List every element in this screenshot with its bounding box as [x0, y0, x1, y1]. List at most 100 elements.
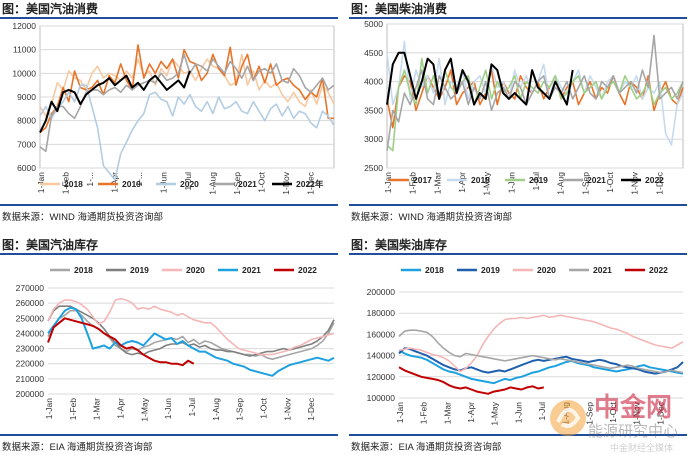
y-tick-label: 8000	[17, 116, 36, 126]
y-tick-label: 3500	[364, 105, 383, 115]
y-tick-label: 200000	[367, 287, 396, 297]
gasoline-consumption-chart: 6000 7000 8000 9000 10000 11000 12000 1-Jan 1-Fe…	[12, 21, 335, 195]
legend-label: 2022	[649, 265, 668, 275]
series-line-2018	[39, 53, 335, 117]
y-tick-label: 240000	[16, 328, 45, 338]
legend-label: 2021	[587, 175, 606, 185]
series-line-2019	[386, 57, 684, 152]
footer-rule	[349, 434, 687, 436]
series-line-2020	[398, 314, 684, 373]
x-tick-label: 1-Sep	[584, 402, 594, 425]
x-tick-label: 1-Jan	[395, 402, 405, 424]
x-tick-label: 1-Dec	[306, 171, 316, 194]
x-tick-label: 1-Sep	[235, 398, 245, 421]
legend-label: 2017	[413, 175, 432, 185]
x-tick-label: 1-Jun	[159, 172, 169, 194]
x-tick-label: 1-Apr	[110, 172, 120, 193]
y-tick-label: 220000	[16, 359, 45, 369]
title-rule	[0, 17, 338, 19]
series-line-2021	[47, 306, 335, 377]
x-tick-label: 1-Sep	[580, 172, 590, 195]
x-tick-label: 1-Dec	[654, 171, 664, 194]
title-rule	[349, 17, 687, 19]
legend-label: 2021	[238, 179, 257, 189]
x-tick-label: 1-Dec	[655, 401, 665, 424]
series-line-2022年	[39, 70, 191, 133]
y-tick-label: 4500	[364, 48, 383, 58]
series-line-2022	[386, 51, 574, 106]
y-tick-label: 10000	[12, 68, 36, 78]
watermark-main: 中金网	[594, 392, 672, 422]
legend-label: 2020	[537, 265, 556, 275]
panel-gasoline-consumption: 图：美国汽油消费 6000 7000 8000 9000 10000 11000 12000…	[0, 0, 340, 228]
x-tick-label: 1-Oct	[605, 171, 615, 192]
x-tick-label: 1-Jun	[506, 172, 516, 194]
x-tick-label: 1-Feb	[408, 172, 418, 194]
y-tick-label: 200000	[16, 389, 45, 399]
legend-label: 2018	[425, 265, 444, 275]
diesel-consumption-chart: 2500 3000 3500 4000 4500 5000 1-Jan 1-Feb 1-Mar 1…	[364, 19, 684, 196]
panel-title: 图：美国柴油库存	[351, 238, 448, 252]
source-note: 数据来源：WIND 海通期货投资咨询部	[2, 212, 163, 223]
x-tick-label: 1-Feb	[61, 172, 71, 194]
watermark-swirl	[556, 408, 581, 428]
legend-label: 2022	[645, 175, 664, 185]
x-tick-label: 1-Oct	[257, 171, 267, 192]
watermark-logo: 中金网 能源研究中心 中金财经全媒体	[550, 392, 678, 453]
legend-label: 2021	[242, 265, 261, 275]
series-line-2022	[47, 317, 195, 367]
legend-label: 2020	[180, 179, 199, 189]
y-tick-label: 210000	[16, 374, 45, 384]
x-tick-label: 1-Nov	[632, 401, 642, 424]
x-tick-label: 1-Jul	[183, 172, 193, 191]
x-tick-label: 1-Apr	[466, 402, 476, 423]
y-tick-label: 6000	[17, 163, 36, 173]
legend-label: 2022年	[296, 179, 324, 189]
series-line-2021	[386, 34, 684, 151]
x-tick-label: 1-Nov	[282, 397, 292, 420]
x-tick-label: 1-Oct	[608, 401, 618, 422]
x-tick-label: 1-Jan	[44, 398, 54, 420]
legend-label: 2019	[130, 265, 149, 275]
x-tick-label: 1-Apr	[457, 172, 467, 193]
y-tick-label: 160000	[367, 329, 396, 339]
y-tick-label: 250000	[16, 313, 45, 323]
y-tick-label: 7000	[17, 139, 36, 149]
y-tick-label: 100000	[367, 393, 396, 403]
x-tick-label: 1-May	[490, 401, 500, 425]
legend-label: 2018	[74, 265, 93, 275]
panel-gasoline-inventory: 图：美国汽油库存 200000 210000 220000 230000 240000 2…	[0, 236, 340, 455]
x-tick-label: 1-Oct	[259, 397, 269, 418]
y-tick-label: 2500	[364, 163, 383, 173]
series-line-2018	[386, 40, 684, 146]
y-tick-label: 5000	[364, 19, 383, 29]
title-rule	[0, 253, 338, 255]
legend-label: 2019	[481, 265, 500, 275]
series-line-2019	[398, 347, 684, 375]
x-tick-label: 1-May	[482, 171, 492, 195]
panel-diesel-inventory: 图：美国柴油库存 100000 120000 140000 160000 180000 2…	[349, 236, 698, 455]
series-line-2020	[47, 297, 335, 356]
watermark-sub: 能源研究中心	[588, 423, 678, 440]
y-tick-label: 260000	[16, 298, 45, 308]
x-tick-label: 1-Feb	[419, 402, 429, 424]
x-tick-label: 1-Jun	[513, 402, 523, 424]
y-tick-label: 12000	[12, 21, 36, 31]
series-line-2022	[398, 366, 544, 395]
gasoline-inventory-chart: 200000 210000 220000 230000 240000 250000 2600…	[16, 265, 335, 422]
x-tick-label: 1-Aug	[556, 172, 566, 195]
series-line-2020	[39, 84, 335, 181]
y-tick-label: 230000	[16, 344, 45, 354]
x-tick-label: 1-Sep	[232, 172, 242, 195]
x-tick-label: 1-Jan	[36, 172, 46, 194]
x-tick-label: 1-Jul	[537, 402, 547, 421]
x-tick-label: 1-Dec	[306, 397, 316, 420]
y-tick-label: 11000	[13, 45, 36, 55]
x-tick-label: 1-Apr	[116, 398, 126, 419]
x-tick-label: 1-May	[139, 397, 149, 421]
series-line-2021	[398, 329, 684, 374]
watermark-circle	[550, 400, 586, 436]
watermark-tag: 中金财经全媒体	[610, 442, 673, 453]
footer-rule	[349, 204, 687, 206]
x-tick-label: 1-Mar	[442, 402, 452, 424]
